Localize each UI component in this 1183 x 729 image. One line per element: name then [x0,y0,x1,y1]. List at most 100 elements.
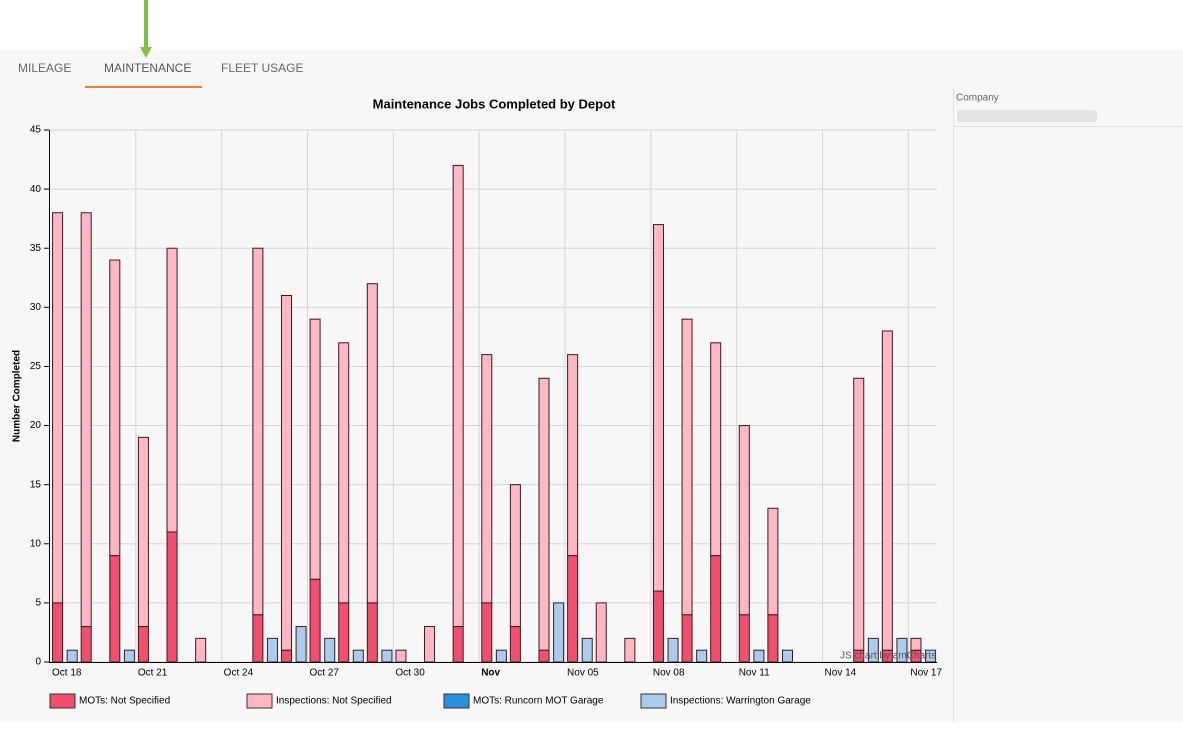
legend-label: MOTs: Not Specified [79,696,170,707]
y-tick-label: 40 [30,184,42,195]
grid: 0 5 10 15 20 25 30 35 40 45 Oct 18 Oct 21 Oct 24 Oct … [30,125,943,679]
bar [352,649,364,663]
bar [166,531,178,663]
bar [80,212,92,628]
bar [338,602,350,663]
bar [252,614,264,663]
bar [280,295,292,651]
bar [481,354,493,604]
x-tick-label: Oct 21 [138,668,168,679]
x-tick-label: Nov 14 [825,668,857,679]
y-tick-label: 25 [30,361,42,372]
bar [567,354,579,557]
bar [338,342,350,604]
legend-label: MOTs: Runcorn MOT Garage [473,696,604,707]
bar [567,555,579,663]
bar [753,649,765,663]
bar [853,377,865,651]
bar [366,283,378,604]
y-tick-label: 0 [35,657,41,668]
y-tick-label: 45 [30,125,42,136]
bar [195,637,207,663]
bar [781,649,794,663]
x-tick-label: Nov 11 [739,668,770,679]
bar [652,590,664,663]
x-tick-label: Nov 05 [567,668,599,679]
tab-active[interactable]: MAINTENANCE [104,61,191,75]
y-tick-label: 5 [35,598,41,609]
x-tick-label: Nov 08 [653,668,685,679]
bar [52,602,64,663]
bar [452,626,464,663]
legend-swatch [443,693,470,709]
y-tick-label: 10 [30,538,42,549]
bar [509,484,521,628]
y-tick-label: 35 [30,243,42,254]
bar [538,649,550,663]
bar [553,602,565,663]
x-tick-label: Nov [481,668,500,679]
company-value-blurred[interactable] [957,110,1097,122]
bar [424,626,436,663]
bar [538,377,550,651]
company-label: Company [956,93,999,104]
legend-label: Inspections: Warrington Garage [670,696,811,707]
bar [710,342,722,557]
bar [509,626,521,663]
bar [710,555,722,663]
bar [252,247,264,616]
bar [309,578,321,663]
tab[interactable]: FLEET USAGE [221,61,303,75]
x-tick-label: Oct 24 [224,668,254,679]
bar [123,649,135,663]
content-bg [0,50,1183,722]
bar [309,318,321,580]
bar [738,425,750,616]
bar [80,626,92,663]
bar [395,649,407,663]
bar [366,602,378,663]
bar [767,507,779,616]
bars [52,164,937,663]
bar [581,637,593,663]
bar [767,614,779,663]
y-tick-label: 20 [30,420,42,431]
credit: JS chart by amCharts [840,651,936,662]
arrow-head [140,47,152,58]
bar [495,649,507,663]
bar [681,318,693,616]
legend-label: Inspections: Not Specified [276,696,392,707]
bar [109,555,121,663]
bar [881,330,893,651]
bar [66,649,78,663]
legend-swatch [49,693,76,709]
bar [52,212,64,604]
bar [166,247,178,533]
bar [667,637,679,663]
x-tick-label: Oct 18 [52,668,82,679]
y-axis-label: Number Completed [12,350,23,442]
y-tick-label: 15 [30,479,42,490]
bar [381,649,393,663]
bar [738,614,750,663]
bar [910,637,922,651]
tab-underline [85,86,202,88]
bar [109,259,121,557]
bar [595,602,607,663]
y-tick-label: 30 [30,302,42,313]
bar [481,602,493,663]
bar [137,436,149,628]
tab[interactable]: MILEAGE [18,61,71,75]
legend: MOTs: Not Specified Inspections: Not Spec… [49,693,811,709]
x-tick-label: Oct 30 [395,668,425,679]
bar [280,649,292,663]
bar [324,637,336,663]
bar [295,626,307,663]
bar [266,637,278,663]
x-tick-label: Nov 17 [910,668,942,679]
legend-swatch [246,693,273,709]
bar [137,626,149,663]
chart-title: Maintenance Jobs Completed by Depot [373,96,616,111]
